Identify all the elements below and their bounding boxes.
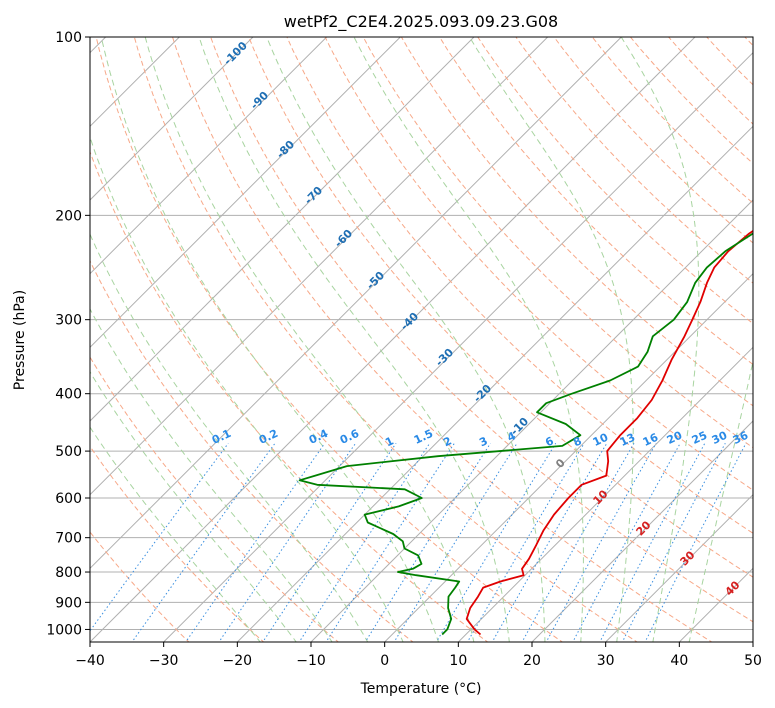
mixing-ratio-line <box>393 443 518 642</box>
mixing-ratio-lines <box>90 442 747 642</box>
mixing-ratio-line <box>218 443 357 642</box>
x-axis: −40 −30 −20 −10 0 10 20 30 40 50 <box>75 642 762 669</box>
chart-title: wetPf2_C2E4.2025.093.09.23.G08 <box>284 12 558 32</box>
isotherm-line <box>384 272 753 642</box>
x-tick-label: 20 <box>523 653 541 669</box>
isotherm-line <box>163 51 753 642</box>
moist-adiabat <box>469 37 634 642</box>
y-tick-label: 800 <box>55 565 82 581</box>
y-tick-label: 200 <box>55 208 82 224</box>
mixing-ratio-line <box>491 443 608 642</box>
mixing-ratio-line <box>435 443 557 642</box>
x-tick-label: 40 <box>670 653 688 669</box>
moist-adiabat <box>198 37 510 642</box>
isotherm-line <box>90 37 328 275</box>
x-tick-label: −10 <box>296 653 326 669</box>
dry-adiabat <box>171 37 713 642</box>
isotherm-grid <box>90 37 753 642</box>
mixing-ratio-line <box>545 443 657 642</box>
moist-adiabat <box>90 370 297 642</box>
y-tick-label: 1000 <box>46 622 82 638</box>
x-tick-label: 10 <box>449 653 467 669</box>
moist-adiabat <box>688 358 753 642</box>
profile-series <box>298 229 753 636</box>
dry-adiabat <box>248 37 753 578</box>
dry-adiabat <box>90 356 340 642</box>
x-tick-label: 30 <box>597 653 615 669</box>
isotherm-line <box>90 37 401 349</box>
isotherm-line <box>90 37 549 496</box>
y-axis: 100 200 300 400 500 600 700 800 900 1000 <box>46 30 90 638</box>
dry-adiabats <box>90 37 753 642</box>
mixing-ratio-line <box>90 442 229 632</box>
x-tick-label: 50 <box>744 653 762 669</box>
mixing-ratio-line <box>364 443 491 642</box>
y-tick-label: 900 <box>55 595 82 611</box>
x-axis-label: Temperature (°C) <box>360 681 482 697</box>
isotherm-line <box>457 346 753 642</box>
mixing-ratio-line <box>325 443 455 642</box>
dry-adiabat <box>210 37 753 623</box>
dry-adiabat <box>515 37 753 284</box>
dry-adiabat <box>438 37 753 366</box>
mixing-ratio-line <box>131 443 276 642</box>
isotherm-line <box>90 37 696 642</box>
x-tick-label: 0 <box>380 653 389 669</box>
mixing-ratio-line <box>644 443 747 642</box>
moist-adiabats <box>90 37 753 642</box>
y-tick-label: 400 <box>55 387 82 403</box>
isotherm-line <box>90 37 254 201</box>
moist-adiabat <box>144 37 475 642</box>
mixing-ratio-line <box>621 443 726 642</box>
y-tick-label: 500 <box>55 444 82 460</box>
mixing-ratio-label: 10 <box>591 431 611 449</box>
mixing-ratio-line <box>521 443 635 642</box>
moist-adiabat <box>100 37 440 642</box>
x-tick-label: −20 <box>223 653 253 669</box>
moist-adiabat <box>90 135 404 642</box>
dewpoint-profile-line <box>298 232 753 636</box>
mixing-ratio-label: 36 <box>731 429 751 447</box>
moist-adiabat <box>266 37 546 642</box>
mixing-ratio-label: 13 <box>618 431 637 449</box>
moist-adiabat <box>90 308 333 642</box>
mixing-ratio-line <box>185 443 326 642</box>
dry-adiabat <box>133 37 638 642</box>
mixing-ratio-label: 25 <box>690 429 709 447</box>
y-tick-label: 300 <box>55 313 82 329</box>
isotherm-line <box>605 493 753 642</box>
plot-frame <box>89 36 754 643</box>
plot-area: -100-90-80-70-60-50-40-30-20-100.1 0.2 0.4… <box>90 37 753 642</box>
mixing-ratio-label: 16 <box>641 431 661 449</box>
dry-adiabat <box>324 37 753 491</box>
mixing-ratio-line <box>466 443 585 642</box>
isotherm-line <box>236 125 753 642</box>
moist-adiabat <box>90 232 369 642</box>
dry-adiabat <box>400 37 753 407</box>
dry-adiabat <box>90 531 190 642</box>
isotherm-line <box>90 37 622 570</box>
mixing-ratio-line <box>298 443 431 642</box>
isotherm-line <box>90 37 475 422</box>
moist-adiabat <box>353 37 584 642</box>
temperature-profile-line <box>465 229 753 636</box>
x-tick-label: −40 <box>75 653 105 669</box>
x-tick-label: −30 <box>149 653 179 669</box>
moist-adiabat <box>620 37 700 642</box>
mixing-ratio-label: 30 <box>710 429 730 447</box>
y-tick-label: 700 <box>55 531 82 547</box>
y-axis-label: Pressure (hPa) <box>12 290 28 390</box>
dry-adiabat <box>90 259 414 642</box>
y-tick-label: 100 <box>55 30 82 46</box>
moist-adiabat <box>90 426 261 642</box>
dry-adiabat <box>286 37 753 534</box>
mixing-ratio-line <box>262 443 397 642</box>
isotherm-line <box>531 420 753 642</box>
mixing-ratio-label: 20 <box>665 429 685 447</box>
y-tick-label: 600 <box>55 491 82 507</box>
